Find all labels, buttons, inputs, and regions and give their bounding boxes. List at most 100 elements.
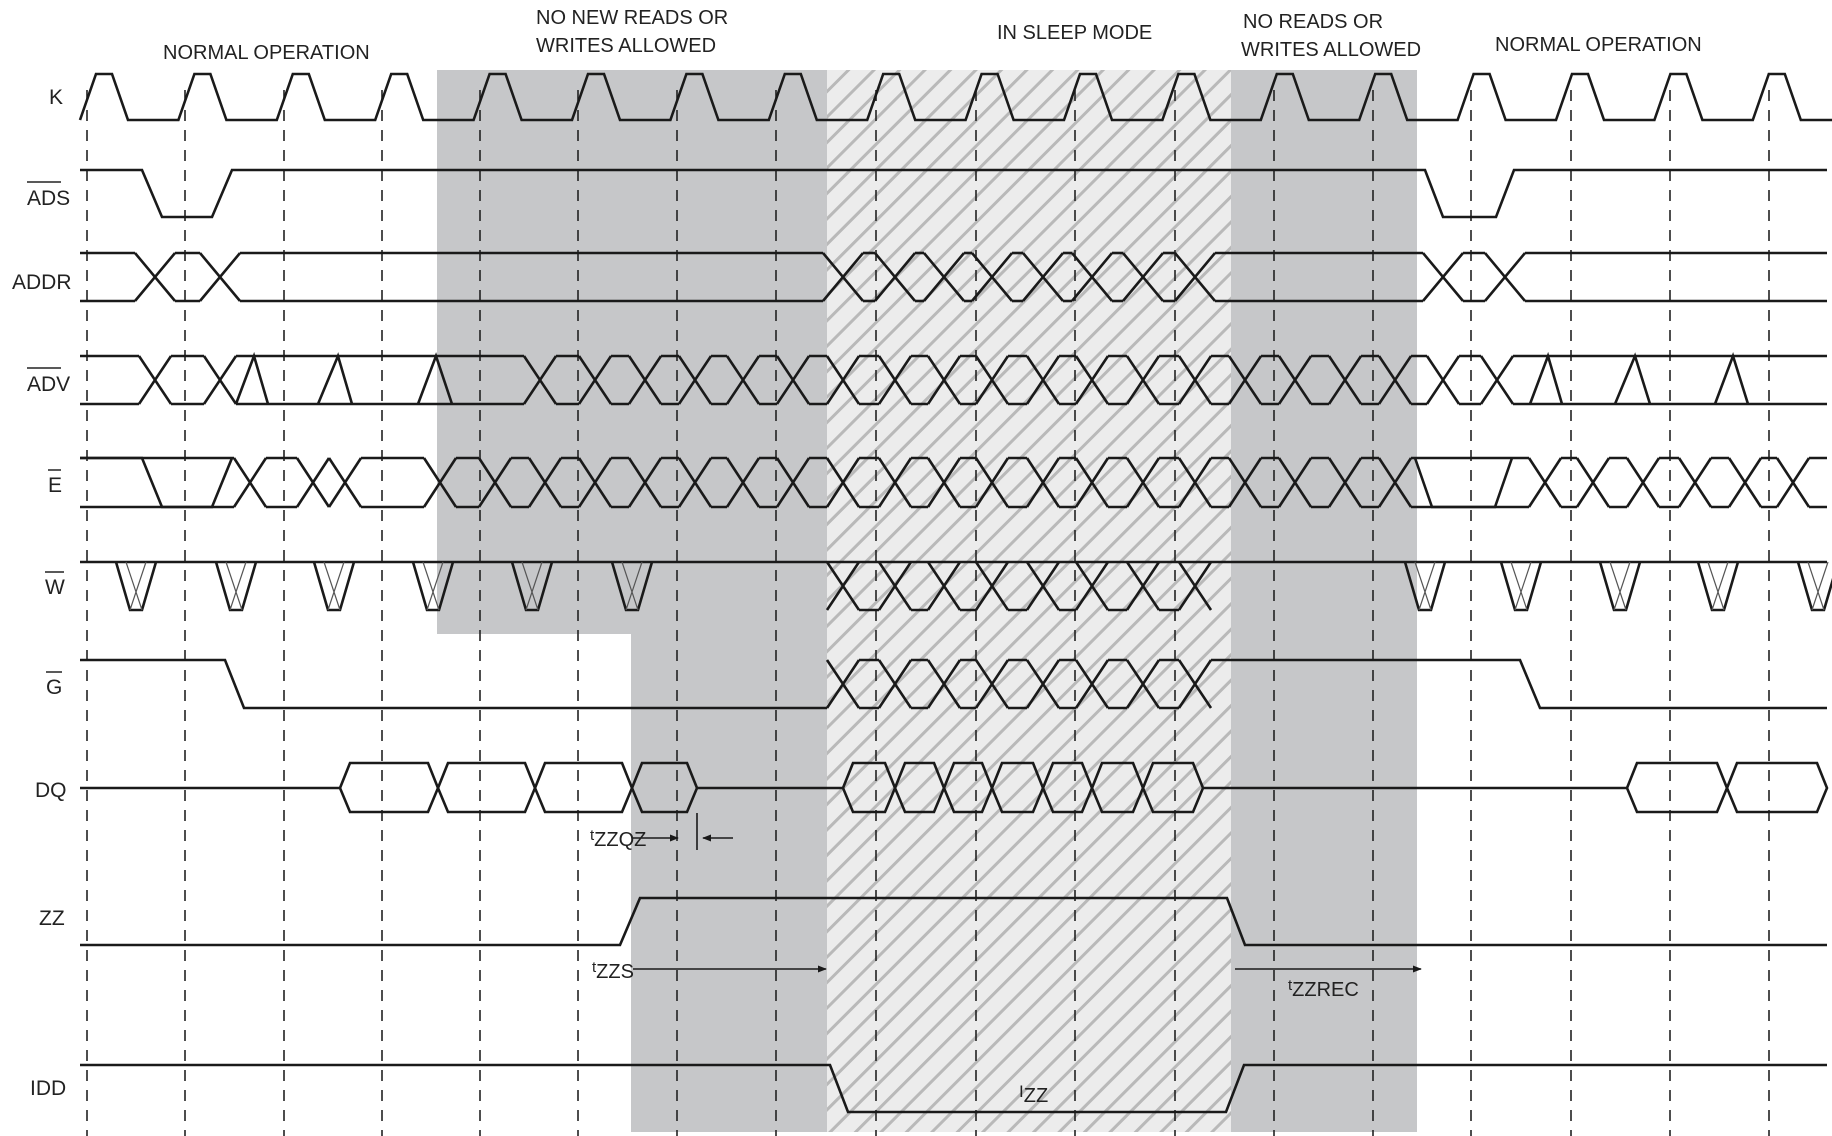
signal-label-dq: DQ <box>35 779 67 802</box>
g-cross-3 <box>974 659 1010 709</box>
signal-label-idd: IDD <box>30 1077 66 1100</box>
e-cross-3 <box>422 457 458 508</box>
adv-seg-20 <box>1411 354 1427 406</box>
adv-seg-end <box>1513 354 1827 406</box>
addr-cross-7 <box>1071 252 1113 302</box>
adv-cross-0 <box>137 355 173 405</box>
adv-seg-18 <box>1311 354 1329 406</box>
k-clock-waveform <box>78 72 1832 122</box>
e-cross-16 <box>1074 457 1110 508</box>
e-cross-24 <box>1575 457 1611 508</box>
adv-seg-1 <box>171 354 204 406</box>
addr-cross-11 <box>1484 252 1526 302</box>
e-cross-0 <box>232 457 268 508</box>
adv-cross-11 <box>974 355 1010 405</box>
e-cross-19 <box>1227 457 1263 508</box>
adv-cross-17 <box>1277 355 1313 405</box>
adv-cross-9 <box>877 355 913 405</box>
e-seg-21 <box>1311 456 1329 509</box>
adv-seg-12 <box>1008 354 1027 406</box>
e-seg-16 <box>1059 456 1076 509</box>
w-dip-x-0 <box>125 561 147 611</box>
adv-seg-16 <box>1211 354 1229 406</box>
dq-right-eye-0 <box>1625 761 1729 814</box>
region-label-normal-left: NORMAL OPERATION <box>163 42 370 64</box>
region-label-normal-right: NORMAL OPERATION <box>1495 34 1702 56</box>
e-cross-6 <box>577 457 613 508</box>
e-seg-25 <box>1609 456 1627 509</box>
w-cross-3 <box>974 561 1010 611</box>
adv-cross-5 <box>677 355 713 405</box>
e-seg-9 <box>711 456 727 509</box>
w-dip-x-6 <box>1414 561 1436 611</box>
w-dip-x-3 <box>422 561 444 611</box>
adv-cross-14 <box>1125 355 1161 405</box>
e-seg-12 <box>859 456 879 509</box>
dq-right-eye-1 <box>1725 761 1829 814</box>
e-seg-28 <box>1761 456 1777 509</box>
e-initial-pulse <box>80 456 234 509</box>
w-dip-x-2 <box>323 561 345 611</box>
no-new-reads-region <box>437 70 827 1132</box>
adv-seg-21 <box>1459 354 1481 406</box>
e-seg-17 <box>1108 456 1127 509</box>
w-dip-x-10 <box>1807 561 1829 611</box>
w-dip-2 <box>312 561 356 612</box>
e-seg-6 <box>561 456 579 509</box>
adv-cross-1 <box>202 355 238 405</box>
e-seg-4 <box>456 456 479 509</box>
w-cross-1 <box>877 561 913 611</box>
g-right <box>1211 658 1827 710</box>
g-cross-0 <box>825 659 861 709</box>
w-dip-4 <box>510 561 554 612</box>
e-cross-26 <box>1677 457 1713 508</box>
adv-pulse-4 <box>1528 351 1564 405</box>
signal-label-w: W <box>45 576 65 599</box>
signal-label-zz: ZZ <box>39 907 65 930</box>
adv-seg-17 <box>1261 354 1279 406</box>
g-cross-6 <box>1125 659 1161 709</box>
w-dip-1 <box>214 561 258 612</box>
e-seg-14 <box>960 456 976 509</box>
adv-seg-8 <box>809 354 827 406</box>
w-dip-x-7 <box>1510 561 1532 611</box>
e-cross-7 <box>627 457 663 508</box>
e-cross-4 <box>477 457 513 508</box>
e-cross-12 <box>877 457 913 508</box>
w-dip-7 <box>1499 561 1543 612</box>
adv-seg-15 <box>1159 354 1179 406</box>
adv-cross-2 <box>522 355 558 405</box>
ads-waveform <box>80 168 1827 219</box>
w-cross-0 <box>825 561 861 611</box>
waveforms <box>78 72 1832 1114</box>
w-dip-3 <box>411 561 455 612</box>
e-cross-25 <box>1625 457 1661 508</box>
addr-cross-3 <box>874 252 916 302</box>
adv-pulse-6 <box>1713 351 1750 405</box>
adv-seg-9 <box>859 354 879 406</box>
adv-cross-8 <box>825 355 861 405</box>
e-cross-1 <box>295 457 331 508</box>
g-left <box>80 658 827 710</box>
e-seg-19 <box>1211 456 1229 509</box>
e-seg-15 <box>1008 456 1027 509</box>
adv-cross-20 <box>1425 355 1461 405</box>
adv-seg-5 <box>661 354 679 406</box>
region-label-no-reads-line1: NO READS OR <box>1243 11 1383 33</box>
e-seg-5 <box>511 456 529 509</box>
adv-cross-13 <box>1074 355 1110 405</box>
w-cross-2 <box>926 561 962 611</box>
adv-seg-4 <box>611 354 629 406</box>
e-cross-2 <box>327 457 363 508</box>
w-dip-x-4 <box>521 561 543 611</box>
e-cross-13 <box>926 457 962 508</box>
addr-cross-4 <box>923 252 965 302</box>
signal-label-e: E <box>48 474 62 497</box>
adv-cross-7 <box>775 355 811 405</box>
adv-seg-13 <box>1059 354 1076 406</box>
e-seg-18 <box>1159 456 1179 509</box>
adv-seg-10 <box>911 354 928 406</box>
addr-cross-2 <box>822 252 864 302</box>
e-seg-24 <box>1561 456 1577 509</box>
